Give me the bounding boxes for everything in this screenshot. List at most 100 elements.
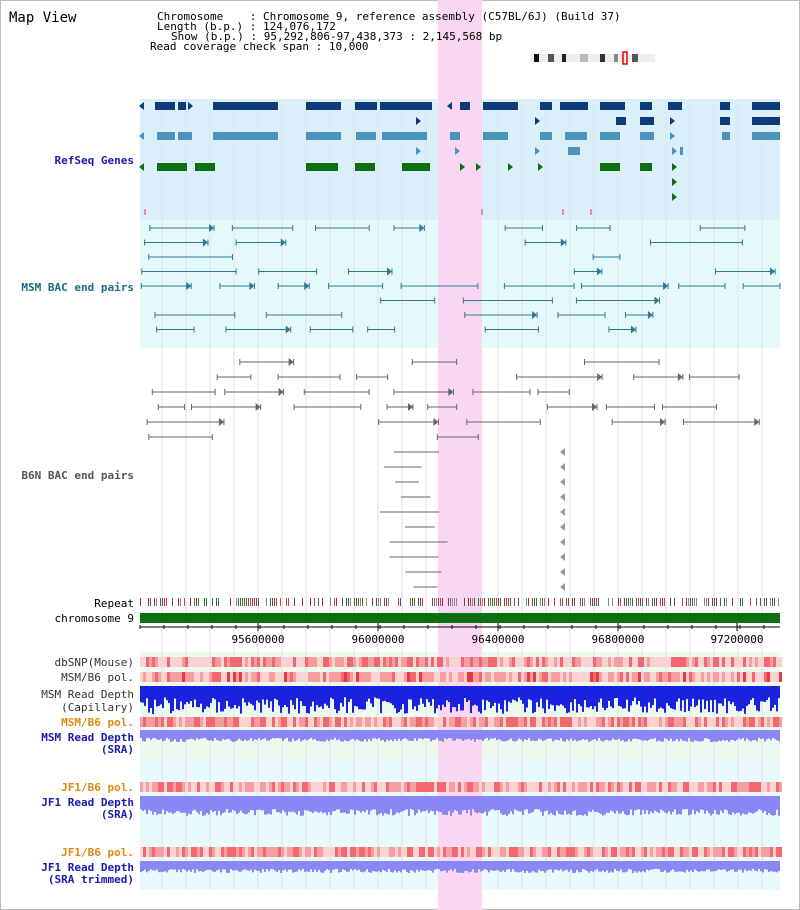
depth-bar xyxy=(590,686,592,706)
depth-bar xyxy=(290,861,292,870)
heat-cell xyxy=(269,847,272,857)
depth-bar xyxy=(308,796,310,812)
heat-cell xyxy=(551,847,554,857)
repeat-mark xyxy=(504,598,505,606)
depth-bar xyxy=(720,796,722,811)
depth-bar xyxy=(414,796,416,816)
depth-bar xyxy=(406,796,408,810)
depth-bar xyxy=(340,730,342,742)
track-label-b6n-bac[interactable]: B6N BAC end pairs xyxy=(21,469,134,482)
heat-cell xyxy=(143,657,146,667)
depth-bar xyxy=(446,796,448,816)
depth-bar xyxy=(370,686,372,704)
depth-bar xyxy=(360,686,362,710)
heat-cell xyxy=(338,672,341,682)
heat-cell xyxy=(659,672,662,682)
depth-bar xyxy=(142,861,144,871)
heat-cell xyxy=(281,847,284,857)
repeat-mark xyxy=(590,598,591,606)
depth-bar xyxy=(162,796,164,810)
repeat-mark xyxy=(358,598,359,606)
heat-cell xyxy=(287,847,290,857)
depth-bar xyxy=(518,730,520,739)
heat-cell xyxy=(662,847,665,857)
depth-bar xyxy=(542,861,544,872)
depth-bar xyxy=(174,730,176,740)
depth-bar xyxy=(164,730,166,741)
repeat-mark xyxy=(636,598,637,606)
heat-cell xyxy=(422,657,425,667)
depth-bar xyxy=(668,730,670,741)
depth-bar xyxy=(682,730,684,741)
depth-bar xyxy=(274,686,276,699)
depth-bar xyxy=(424,686,426,708)
gene-block xyxy=(157,163,187,171)
heat-cell xyxy=(212,672,215,682)
depth-bar xyxy=(594,730,596,739)
depth-bar xyxy=(676,730,678,739)
depth-bar xyxy=(302,730,304,741)
depth-bar xyxy=(562,796,564,815)
depth-bar xyxy=(372,796,374,810)
repeat-mark xyxy=(566,598,567,606)
heat-cell xyxy=(398,672,401,682)
heat-cell xyxy=(758,672,761,682)
depth-bar xyxy=(678,861,680,872)
depth-bar xyxy=(494,796,496,811)
depth-bar xyxy=(618,796,620,814)
heat-cell xyxy=(446,717,449,727)
depth-bar xyxy=(444,796,446,815)
heat-cell xyxy=(311,657,314,667)
depth-bar xyxy=(452,861,454,872)
heat-cell xyxy=(149,847,152,857)
depth-bar xyxy=(380,861,382,873)
depth-bar xyxy=(574,686,576,700)
heat-cell xyxy=(410,847,413,857)
depth-bar xyxy=(676,796,678,815)
heat-cell xyxy=(248,672,251,682)
heat-cell xyxy=(704,672,707,682)
depth-bar xyxy=(740,730,742,740)
repeat-mark xyxy=(150,598,151,606)
track-label-refseq[interactable]: RefSeq Genes xyxy=(54,154,134,167)
heat-cell xyxy=(404,847,407,857)
depth-bar xyxy=(482,796,484,814)
repeat-mark xyxy=(386,598,387,606)
ideogram-band xyxy=(600,54,605,62)
depth-bar xyxy=(246,796,248,814)
repeat-mark xyxy=(350,598,351,606)
track-label-msm-bac[interactable]: MSM BAC end pairs xyxy=(21,281,134,294)
depth-bar xyxy=(200,796,202,811)
depth-bar xyxy=(528,861,530,873)
depth-bar xyxy=(618,861,620,872)
depth-bar xyxy=(756,686,758,711)
depth-bar xyxy=(534,686,536,713)
heat-cell xyxy=(767,672,770,682)
heat-cell xyxy=(371,657,374,667)
repeat-mark xyxy=(642,598,643,606)
depth-bar xyxy=(624,686,626,709)
depth-bar xyxy=(374,686,376,698)
depth-bar xyxy=(190,861,192,872)
heat-cell xyxy=(317,672,320,682)
heat-cell xyxy=(602,717,605,727)
repeat-mark xyxy=(652,598,653,606)
depth-bar xyxy=(520,686,522,701)
heat-cell xyxy=(161,672,164,682)
heat-cell xyxy=(281,672,284,682)
depth-bar xyxy=(716,861,718,871)
depth-bar xyxy=(532,730,534,741)
heat-cell xyxy=(566,657,569,667)
depth-bar xyxy=(228,686,230,707)
depth-bar xyxy=(506,796,508,816)
depth-bar xyxy=(270,861,272,869)
heat-cell xyxy=(365,672,368,682)
heat-cell xyxy=(710,657,713,667)
heat-cell xyxy=(629,672,632,682)
b6n-bac-arrow xyxy=(677,373,683,381)
heat-cell xyxy=(212,847,215,857)
depth-bar xyxy=(702,686,704,700)
repeat-mark xyxy=(442,598,443,606)
depth-bar xyxy=(156,730,158,740)
depth-bar xyxy=(752,861,754,869)
